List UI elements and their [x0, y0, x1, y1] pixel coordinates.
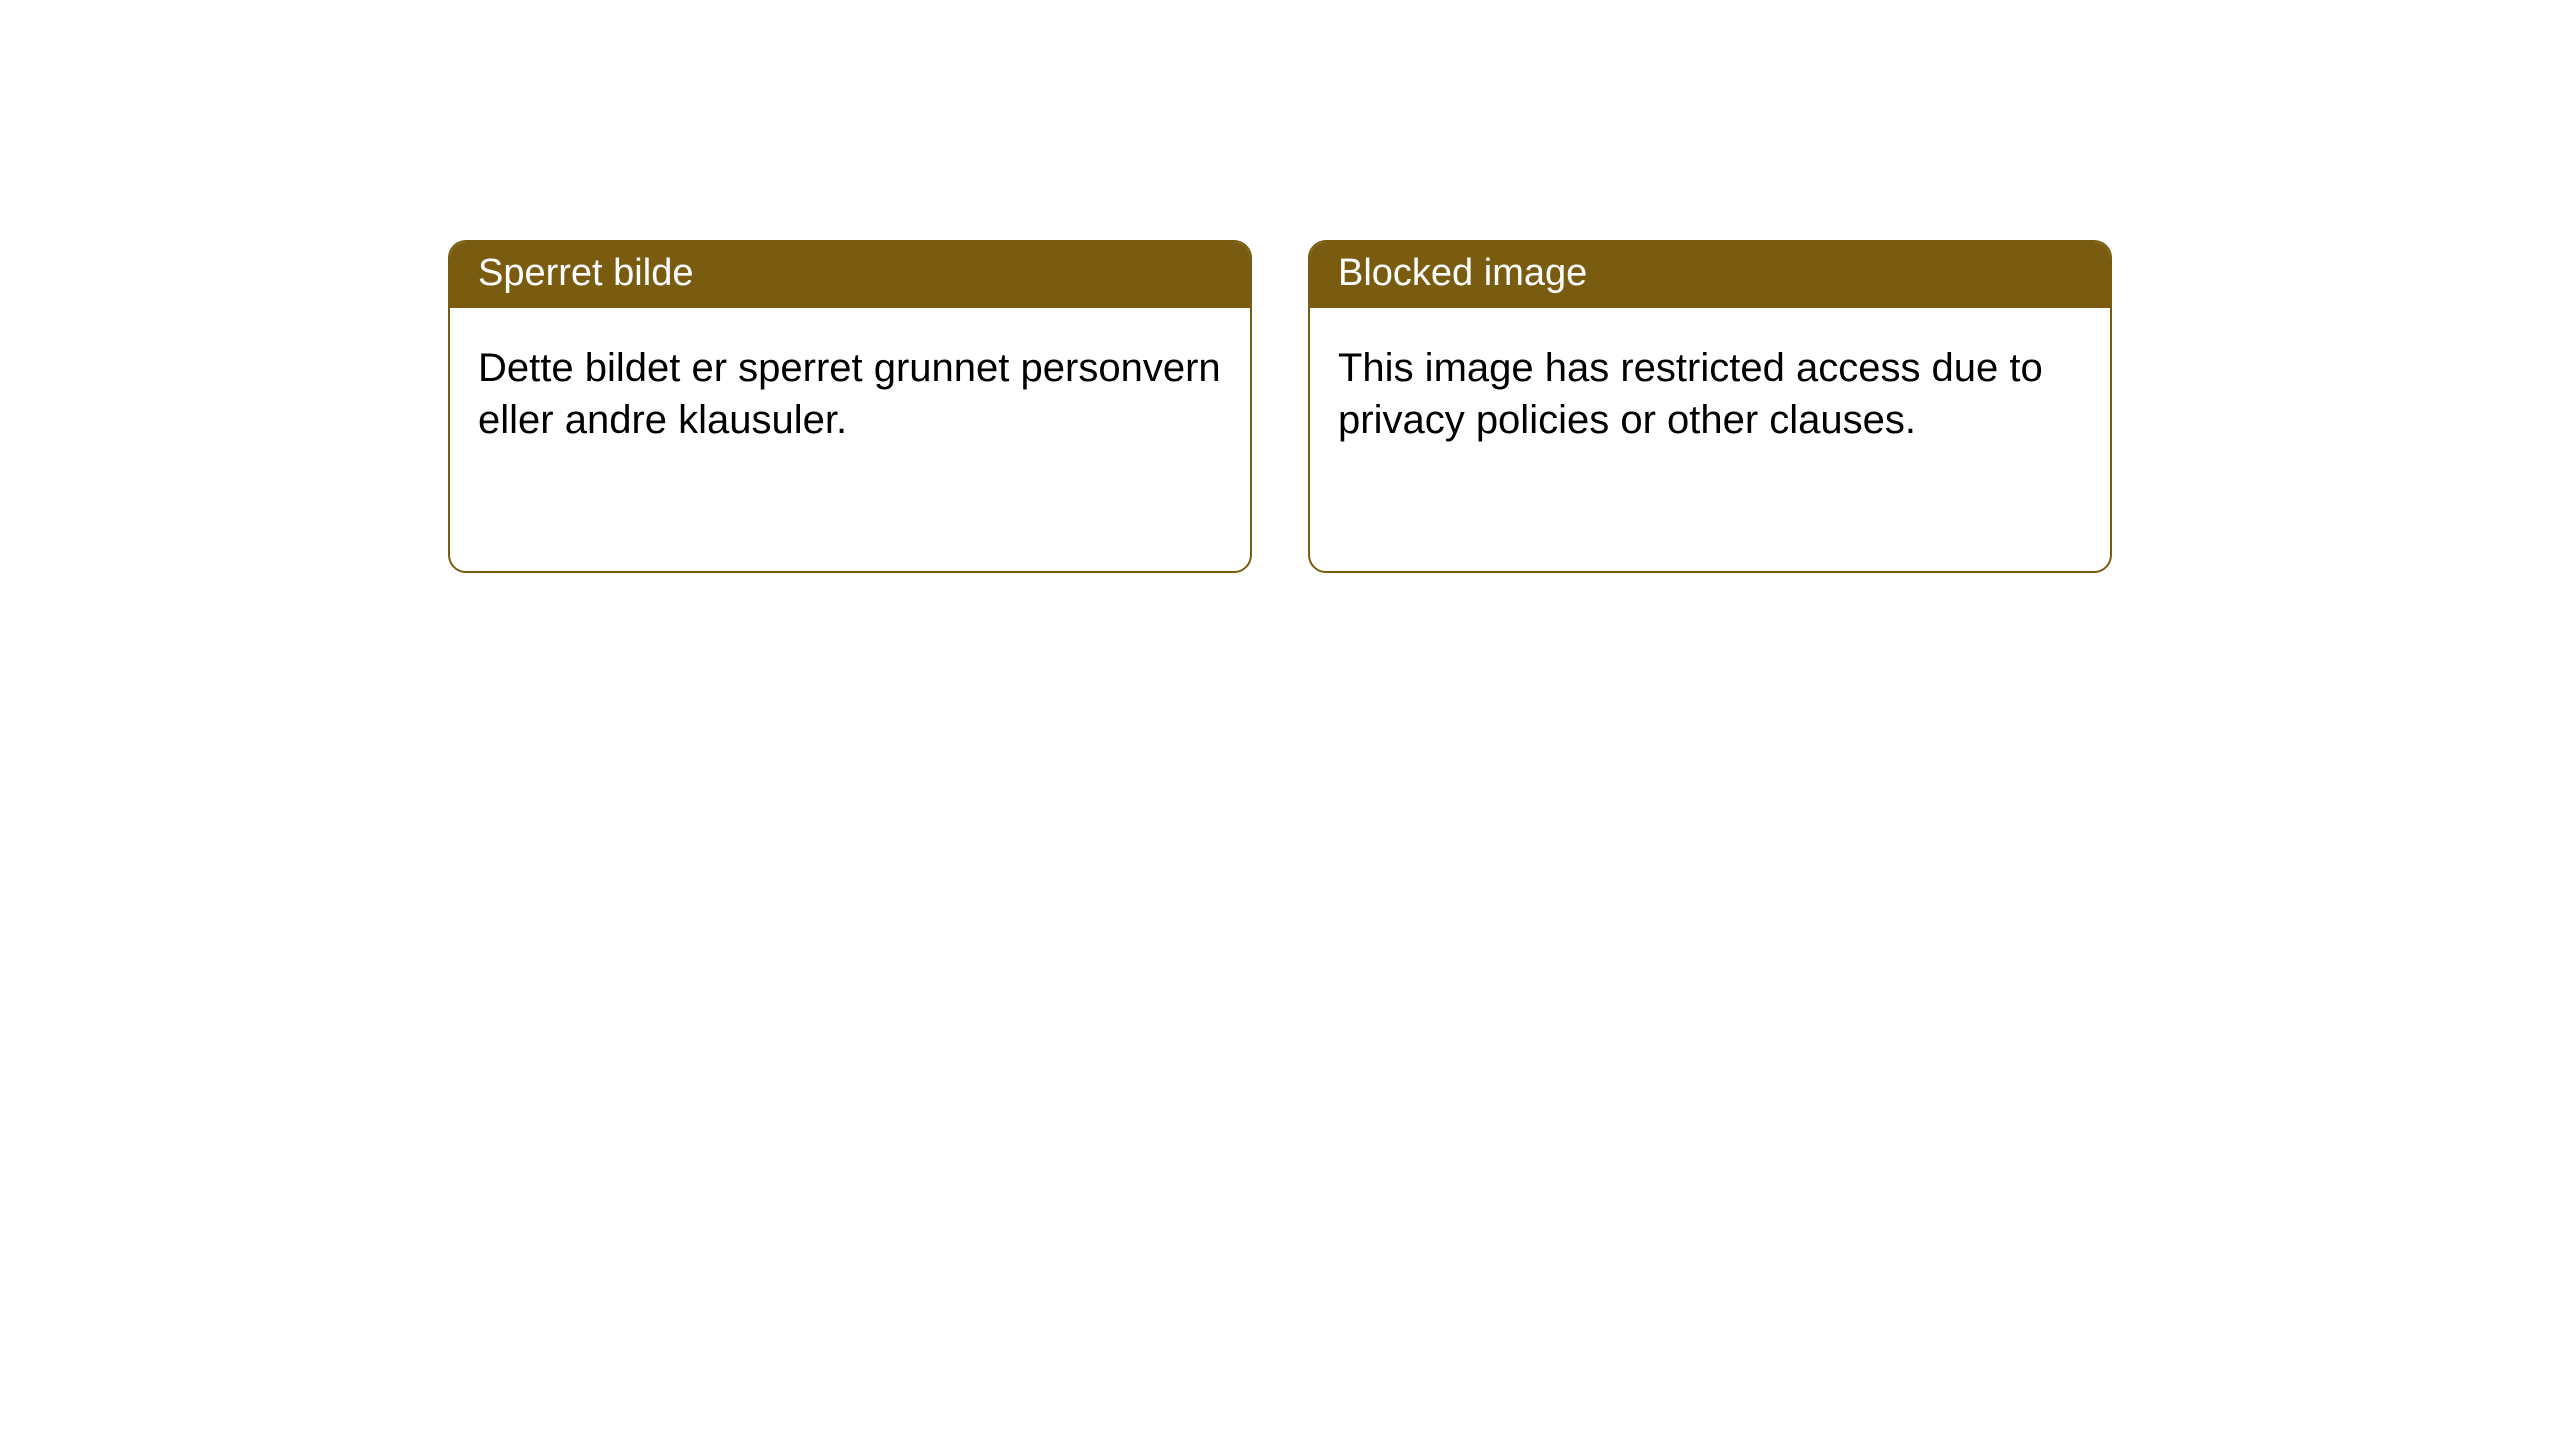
card-title: Blocked image: [1310, 242, 2110, 308]
blocked-image-card-no: Sperret bilde Dette bildet er sperret gr…: [448, 240, 1252, 573]
card-body: This image has restricted access due to …: [1310, 308, 2110, 480]
blocked-image-card-en: Blocked image This image has restricted …: [1308, 240, 2112, 573]
card-title: Sperret bilde: [450, 242, 1250, 308]
card-body: Dette bildet er sperret grunnet personve…: [450, 308, 1250, 480]
notice-container: Sperret bilde Dette bildet er sperret gr…: [0, 0, 2560, 573]
